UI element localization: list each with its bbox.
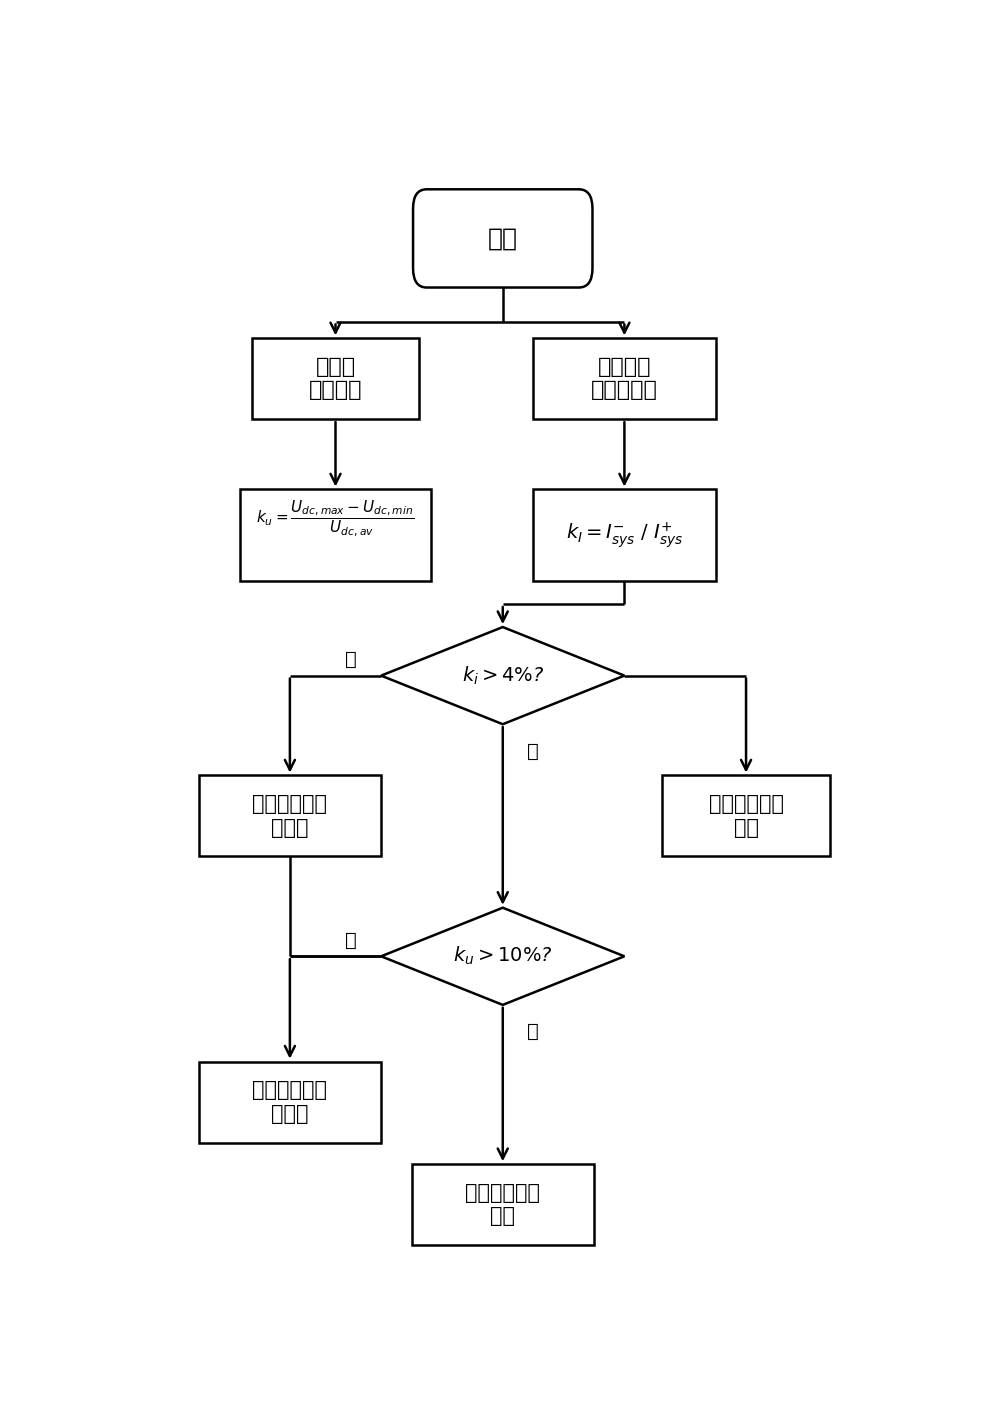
Text: 系统电流
正负序检测: 系统电流 正负序检测 <box>591 358 658 401</box>
Bar <box>198 775 381 857</box>
Text: $k_u>10\%$?: $k_u>10\%$? <box>453 945 552 967</box>
Bar <box>534 489 716 582</box>
Text: 零序电压注入
不投入: 零序电压注入 不投入 <box>252 1081 328 1123</box>
Text: 否: 否 <box>345 931 356 949</box>
Text: 负序电流补偿
投入: 负序电流补偿 投入 <box>708 795 784 837</box>
Text: 开始: 开始 <box>488 226 518 251</box>
Text: 否: 否 <box>345 651 356 669</box>
Bar <box>240 489 431 582</box>
Polygon shape <box>381 907 625 1005</box>
Bar <box>534 338 716 419</box>
Polygon shape <box>381 627 625 725</box>
Text: $k_u = \dfrac{U_{dc,max} - U_{dc,min}}{U_{dc,av}}$: $k_u = \dfrac{U_{dc,max} - U_{dc,min}}{U… <box>256 499 415 540</box>
Text: 负序电流补偿
不投入: 负序电流补偿 不投入 <box>252 795 328 837</box>
Bar <box>412 1164 594 1245</box>
Bar <box>252 338 419 419</box>
Text: $k_I = I_{sys}^{-}\ /\ I_{sys}^{+}$: $k_I = I_{sys}^{-}\ /\ I_{sys}^{+}$ <box>566 520 683 550</box>
Text: 直流侧
电压检测: 直流侧 电压检测 <box>309 358 362 401</box>
Bar <box>662 775 830 857</box>
FancyBboxPatch shape <box>413 189 593 287</box>
Text: 是: 是 <box>528 1022 539 1042</box>
Text: $k_i>4\%$?: $k_i>4\%$? <box>461 665 544 687</box>
Bar <box>198 1061 381 1143</box>
Text: 零序电压注入
投入: 零序电压注入 投入 <box>465 1183 541 1227</box>
Text: 是: 是 <box>528 742 539 761</box>
